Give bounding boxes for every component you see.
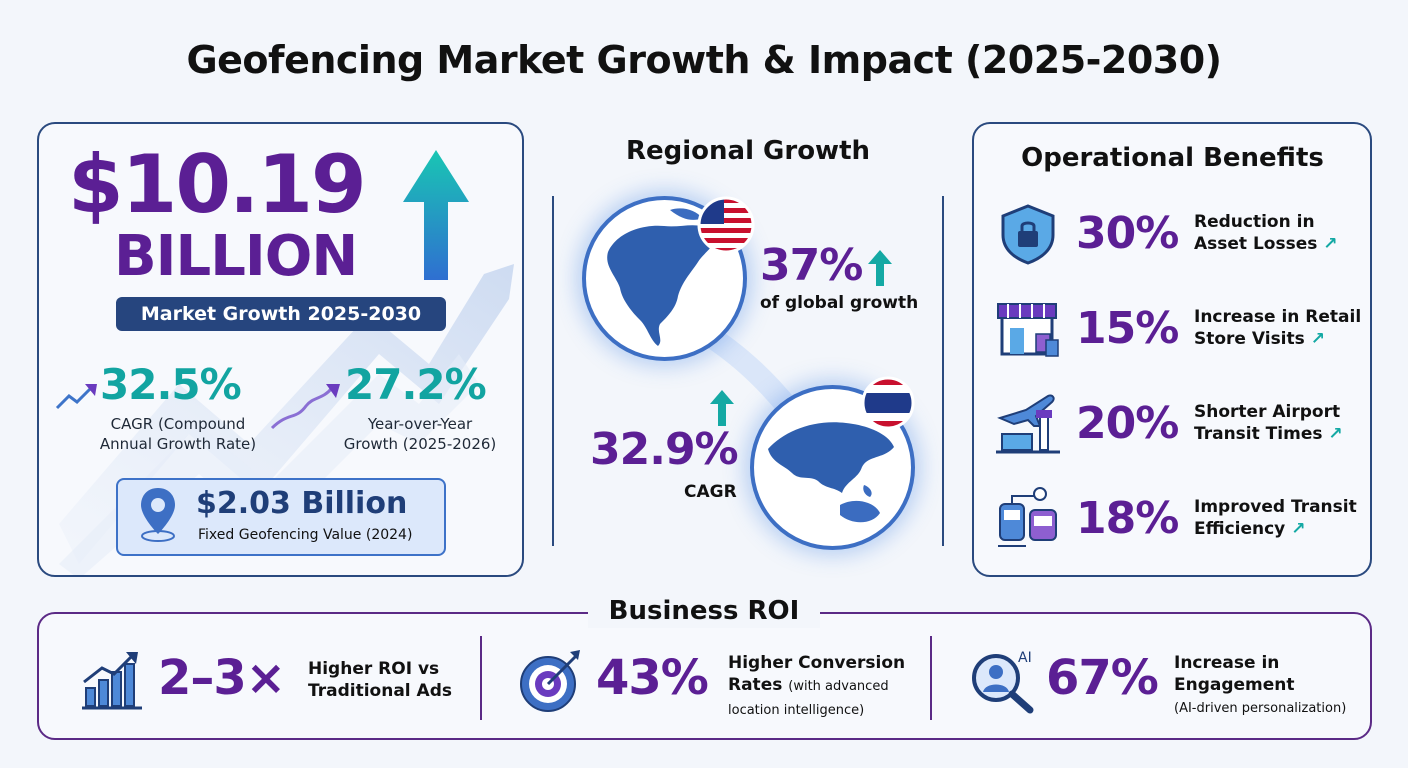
- benefit-pct: 30%: [1076, 208, 1179, 259]
- yoy-value: 27.2%: [345, 360, 487, 409]
- asia-pct: 32.9%: [590, 424, 739, 475]
- up-arrow-icon: [403, 150, 469, 280]
- roi-label: Higher Conversion Rates (with advanced l…: [728, 653, 906, 718]
- background-growth-arrow-icon: [59, 264, 514, 575]
- benefit-label: Increase in Retail Store Visits ↗: [1194, 307, 1362, 349]
- up-arrow-icon: [710, 390, 734, 426]
- usa-flag-icon: [697, 196, 755, 254]
- divider-line: [930, 636, 932, 720]
- fixed-geofencing-label: Fixed Geofencing Value (2024): [198, 527, 413, 543]
- shield-lock-icon: [1001, 204, 1055, 265]
- up-arrow-icon: [868, 250, 892, 286]
- operational-benefits-heading: Operational Benefits: [1021, 143, 1324, 173]
- market-growth-label: Market Growth 2025-2030: [116, 297, 446, 331]
- asia-map-icon: [768, 422, 894, 523]
- benefit-label: Reduction in Asset Losses ↗: [1194, 212, 1338, 254]
- storefront-icon: [997, 303, 1059, 357]
- north-america-map-icon: [607, 208, 715, 346]
- target-arrow-icon: [520, 650, 580, 712]
- ai-label: AI: [1018, 650, 1032, 666]
- trend-up-icon: [270, 384, 340, 430]
- roi-label: Increase in Engagement (AI-driven person…: [1174, 653, 1347, 716]
- cagr-label: CAGR (Compound Annual Growth Rate): [99, 415, 257, 453]
- trend-arrow-icon: ↗: [1328, 424, 1343, 444]
- trend-arrow-icon: ↗: [1310, 329, 1325, 349]
- trend-up-icon: [55, 384, 97, 410]
- regional-growth-heading: Regional Growth: [625, 136, 871, 166]
- bar-chart-growth-icon: [82, 652, 142, 710]
- thailand-flag-icon: [861, 376, 915, 430]
- benefit-label: Improved Transit Efficiency ↗: [1194, 497, 1357, 539]
- asia-globe: [750, 385, 915, 550]
- roi-value: 2–3×: [158, 650, 286, 706]
- north-america-label: of global growth: [760, 293, 919, 313]
- yoy-label: Year-over-Year Growth (2025-2026): [343, 415, 497, 453]
- business-roi-heading: Business ROI: [588, 596, 820, 628]
- fixed-geofencing-value: $2.03 Billion: [196, 486, 408, 521]
- divider-line: [480, 636, 482, 720]
- roi-value: 43%: [596, 650, 709, 706]
- benefit-label: Shorter Airport Transit Times ↗: [1194, 402, 1343, 444]
- divider-line: [552, 196, 554, 546]
- page-title: Geofencing Market Growth & Impact (2025-…: [186, 38, 1222, 82]
- market-unit: BILLION: [114, 224, 358, 289]
- trend-arrow-icon: ↗: [1291, 519, 1306, 539]
- benefit-pct: 15%: [1076, 303, 1179, 354]
- trend-arrow-icon: ↗: [1323, 234, 1338, 254]
- benefit-pct: 18%: [1076, 493, 1179, 544]
- roi-label: Higher ROI vs Traditional Ads: [308, 659, 452, 701]
- benefit-pct: 20%: [1076, 398, 1179, 449]
- roi-value: 67%: [1046, 650, 1159, 706]
- north-america-pct: 37%: [760, 240, 863, 291]
- ai-magnifier-user-icon: AI: [972, 650, 1034, 714]
- airplane-airport-icon: [996, 394, 1060, 454]
- cagr-value: 32.5%: [100, 360, 242, 409]
- location-pin-icon: [141, 488, 175, 542]
- market-value: $10.19: [68, 138, 367, 231]
- divider-line: [942, 196, 944, 546]
- transit-vehicles-icon: [998, 487, 1057, 547]
- asia-label: CAGR: [684, 482, 737, 502]
